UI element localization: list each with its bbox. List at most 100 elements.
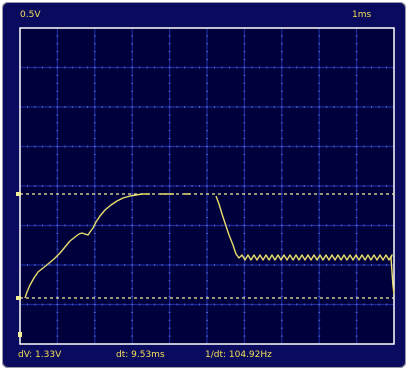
grid-tick [341,185,343,187]
grid-tick [243,240,246,242]
grid-tick [281,185,283,187]
grid-tick [318,288,321,290]
grid-tick [356,66,358,69]
grid-tick [318,335,321,337]
grid-tick [191,224,193,227]
grid-tick [326,224,328,227]
grid-tick [311,145,313,148]
grid-tick [281,303,283,306]
grid-tick [303,303,305,306]
grid-tick [288,303,290,306]
grid-tick [288,264,290,266]
grid-tick [131,153,134,155]
grid-tick [49,185,51,187]
grid-tick [168,35,171,37]
grid-tick [355,335,358,337]
grid-tick [355,90,358,92]
grid-tick [56,59,59,61]
grid-tick [206,256,208,258]
grid-tick [101,224,103,227]
grid-tick [341,66,343,69]
grid-tick [168,280,171,282]
grid-tick [139,66,141,69]
grid-tick [378,145,380,148]
grid-tick [213,303,215,306]
grid-tick [281,106,283,108]
grid-tick [333,264,335,266]
grid-tick [199,185,201,187]
grid-tick [206,35,208,37]
grid-tick [93,288,96,290]
grid-tick [131,224,133,227]
grid-tick [243,256,246,258]
grid-tick [131,193,134,195]
grid-tick [86,106,88,108]
grid-tick [168,138,171,140]
grid-tick [199,264,201,266]
grid-tick [169,224,171,227]
time-per-division: 1ms [352,10,372,20]
grid-tick [56,240,59,242]
grid-tick [228,106,230,108]
grid-tick [363,224,365,227]
grid-tick [266,106,268,108]
grid-tick [243,217,246,219]
grid-tick [386,303,388,306]
grid-tick [280,335,283,337]
grid-tick [281,145,283,148]
grid-tick [318,153,321,155]
grid-tick [243,74,246,76]
grid-tick [131,311,134,313]
grid-tick [280,51,283,53]
grid-tick [221,66,223,69]
grid-tick [49,66,51,69]
grid-tick [355,153,358,155]
grid-tick [243,59,246,61]
grid-tick [280,288,283,290]
grid-tick [206,296,208,298]
grid-tick [191,303,193,306]
grid-tick [168,311,171,313]
grid-tick [101,145,103,148]
grid-tick [79,66,81,69]
grid-tick [93,169,96,171]
grid-tick [221,303,223,306]
grid-tick [71,303,73,306]
grid-tick [161,106,163,108]
grid-tick [131,74,134,76]
grid-tick [318,98,321,100]
grid-tick [168,122,171,124]
grid-tick [228,145,230,148]
grid-tick [243,185,245,187]
grid-tick [34,264,36,266]
grid-tick [243,51,246,53]
grid-tick [206,98,208,100]
grid-tick [318,145,320,148]
grid-tick [154,303,156,306]
grid-tick [56,153,59,155]
cursor-marker-bottom[interactable] [16,296,21,300]
grid-tick [206,169,208,171]
grid-tick [191,106,193,108]
grid-tick [221,224,223,227]
grid-tick [191,145,193,148]
grid-tick [318,296,321,298]
grid-tick [386,66,388,69]
grid-tick [251,264,253,266]
grid-tick [71,66,73,69]
grid-tick [93,122,96,124]
grid-tick [280,153,283,155]
grid-tick [41,303,43,306]
grid-tick [355,114,358,116]
grid-tick [64,66,66,69]
grid-tick [303,66,305,69]
grid-tick [168,169,171,171]
grid-tick [221,264,223,266]
grid-tick [355,122,358,124]
grid-tick [199,106,201,108]
grid-tick [318,193,321,195]
grid-tick [131,130,134,132]
grid-tick [56,169,59,171]
cursor-marker-top[interactable] [16,192,21,196]
grid-tick [280,122,283,124]
